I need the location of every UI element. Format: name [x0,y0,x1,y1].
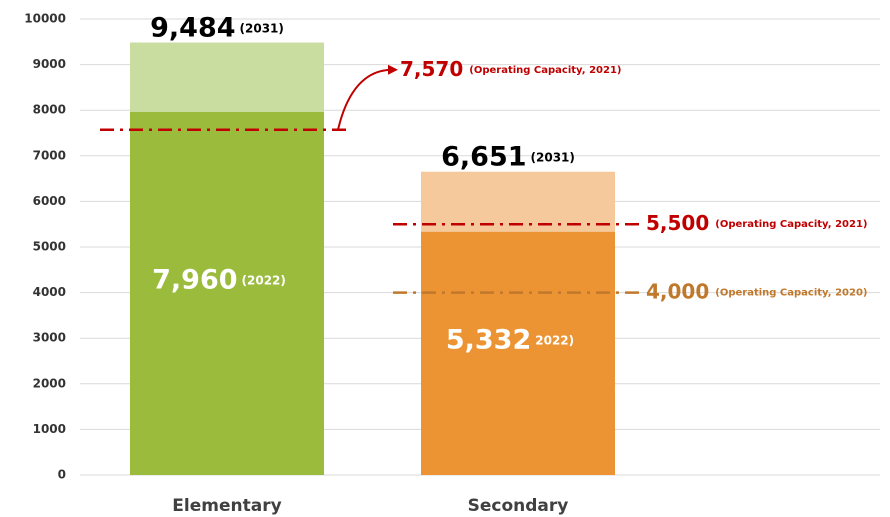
reference-note: (Operating Capacity, 2020) [715,288,867,299]
data-label: 6,651 (2031) [441,141,575,172]
reference-note: (Operating Capacity, 2021) [715,219,867,230]
y-tick-label: 1000 [33,422,66,436]
y-tick-label: 10000 [24,12,66,26]
value-label: 6,651 [441,141,526,172]
value-label: 7,960 [152,264,237,295]
arrow [337,68,393,131]
bar [130,112,324,476]
data-label: 7,960 (2022) [152,264,286,295]
y-tick-label: 0 [58,468,66,482]
reference-label: 5,500 (Operating Capacity, 2021) [646,211,867,235]
y-tick-label: 3000 [33,331,66,345]
y-tick-label: 7000 [33,148,66,162]
x-tick-label: Elementary [172,496,281,516]
reference-value: 5,500 [646,211,709,235]
reference-note: (Operating Capacity, 2021) [469,65,621,76]
reference-label: 7,570 (Operating Capacity, 2021) [400,56,621,80]
reference-value: 4,000 [646,279,709,303]
value-label: 9,484 [150,12,235,43]
value-note: (2031) [531,150,575,164]
arrow-head [388,64,398,75]
y-tick-label: 8000 [33,103,66,117]
bar [421,231,615,475]
y-tick-label: 9000 [33,57,66,71]
value-note: (2022) [242,273,286,287]
value-label: 5,332 [446,324,531,355]
y-tick-label: 6000 [33,194,66,208]
y-tick-label: 5000 [33,240,66,254]
x-tick-label: Secondary [468,496,569,516]
y-tick-label: 4000 [33,285,66,299]
data-label: 9,484 (2031) [150,12,284,43]
reference-value: 7,570 [400,56,463,80]
value-note: 2022) [535,333,574,347]
value-note: (2031) [240,21,284,35]
data-label: 5,332 2022) [446,324,574,355]
y-tick-label: 2000 [33,376,66,390]
reference-label: 4,000 (Operating Capacity, 2020) [646,279,867,303]
